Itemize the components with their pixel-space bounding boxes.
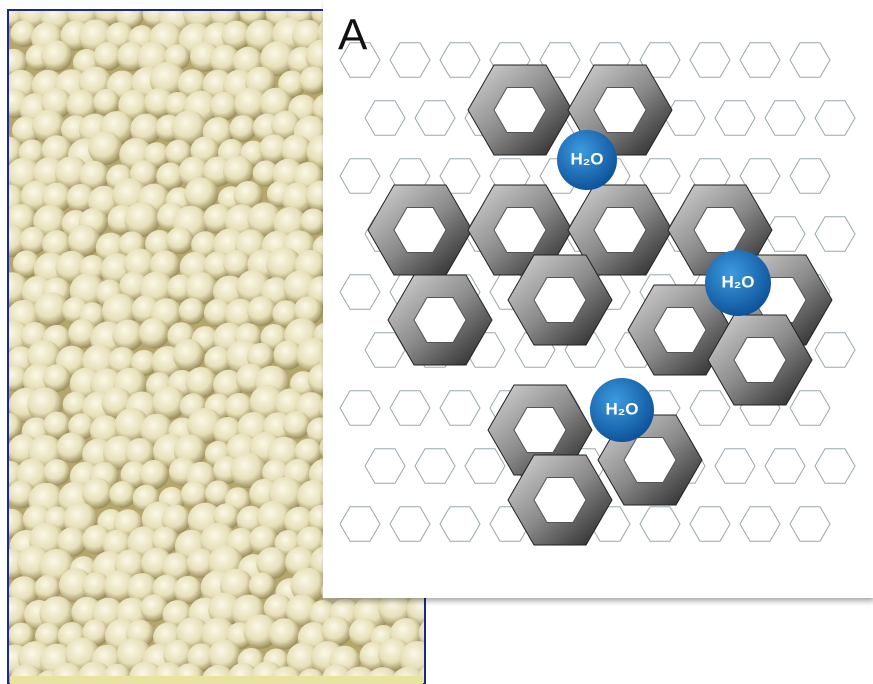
bead bbox=[166, 227, 193, 254]
bead bbox=[179, 298, 205, 324]
molecule-label: H₂O bbox=[605, 399, 638, 418]
bead bbox=[229, 115, 256, 142]
bead bbox=[300, 209, 326, 235]
bead bbox=[185, 367, 216, 398]
bead bbox=[88, 131, 122, 165]
bead bbox=[283, 411, 311, 439]
bead bbox=[249, 573, 276, 600]
bead bbox=[139, 318, 170, 349]
bead bbox=[109, 481, 136, 508]
molecule: H₂O bbox=[590, 378, 654, 442]
bead bbox=[173, 339, 205, 371]
panel-label: A bbox=[338, 11, 368, 60]
figure: A H₂O H₂O H₂O bbox=[0, 0, 873, 684]
bead bbox=[139, 460, 168, 489]
molecule: H₂O bbox=[705, 250, 771, 316]
photo-strip bbox=[10, 676, 423, 684]
bead bbox=[44, 459, 71, 486]
molecule-label: H₂O bbox=[570, 149, 603, 168]
bead bbox=[247, 296, 277, 326]
molecule: H₂O bbox=[557, 130, 617, 190]
molecule-label: H₂O bbox=[721, 272, 754, 291]
bead bbox=[41, 40, 72, 71]
